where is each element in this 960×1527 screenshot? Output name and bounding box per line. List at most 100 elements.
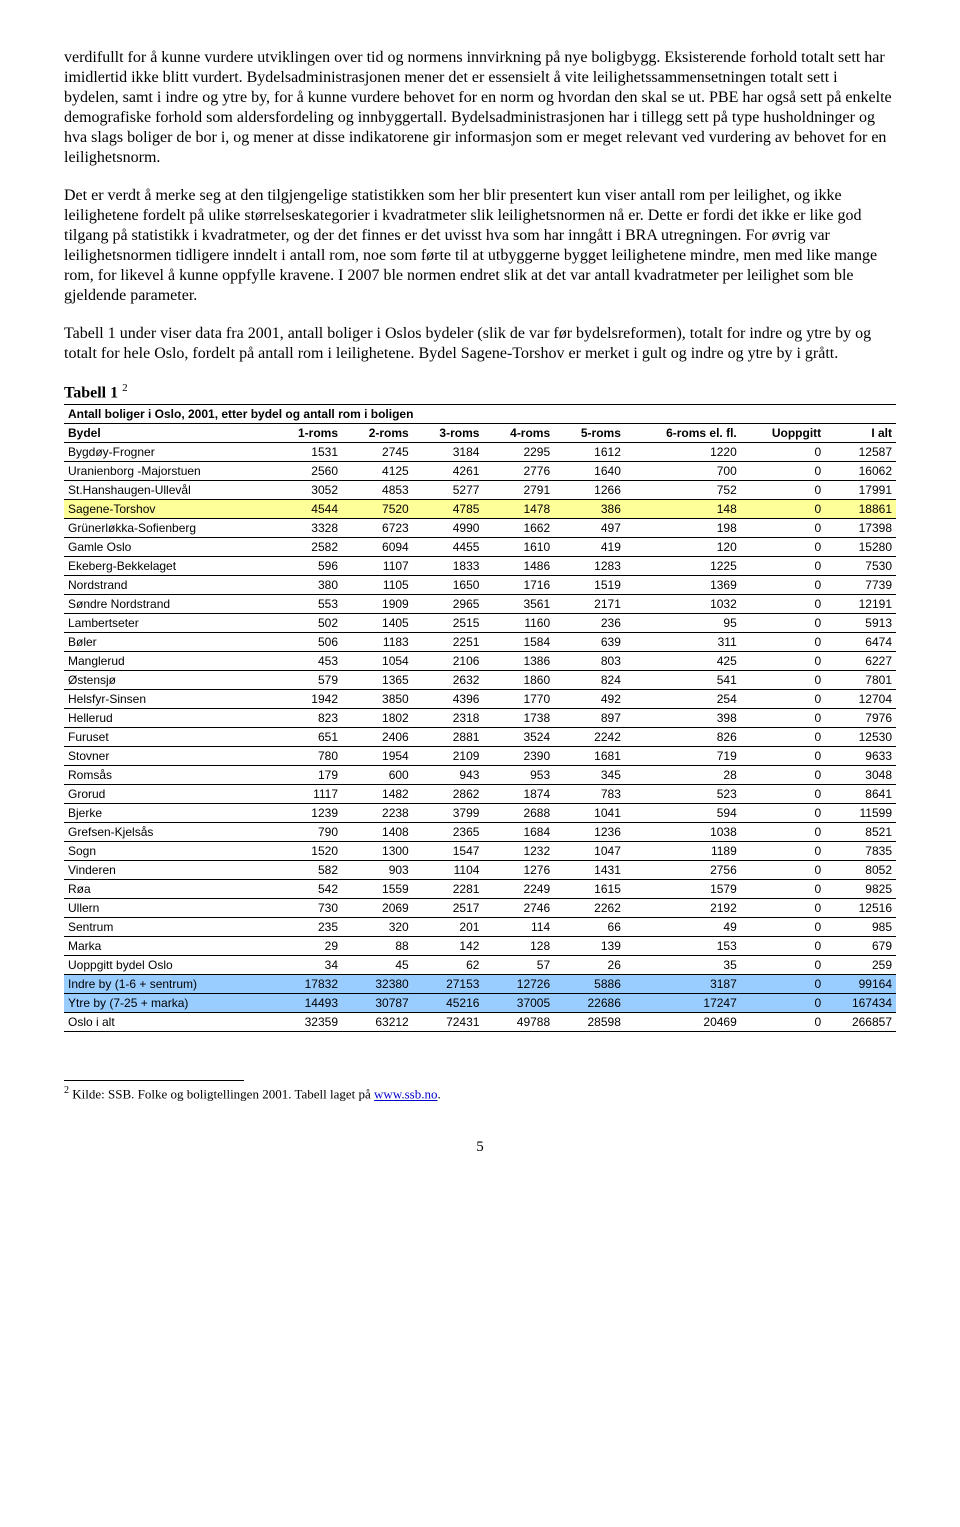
table-header-cell: Bydel <box>64 424 271 443</box>
table-cell: 139 <box>554 937 625 956</box>
table-cell: 1276 <box>483 861 554 880</box>
table-cell: 2390 <box>483 747 554 766</box>
table-cell: 943 <box>413 766 484 785</box>
table-row: Ytre by (7-25 + marka)144933078745216370… <box>64 994 896 1013</box>
table-cell: 0 <box>741 500 825 519</box>
table-cell: 1160 <box>483 614 554 633</box>
table-cell: Marka <box>64 937 271 956</box>
table-cell: 0 <box>741 728 825 747</box>
table-cell: 259 <box>825 956 896 975</box>
table-cell: 201 <box>413 918 484 937</box>
table-cell: 1584 <box>483 633 554 652</box>
table-cell: 2251 <box>413 633 484 652</box>
table-cell: 3799 <box>413 804 484 823</box>
table-row: Søndre Nordstrand55319092965356121711032… <box>64 595 896 614</box>
table-label: Tabell 1 <box>64 384 118 401</box>
table-cell: 32380 <box>342 975 413 994</box>
table-cell: 2192 <box>625 899 741 918</box>
table-cell: 12704 <box>825 690 896 709</box>
table-cell: 541 <box>625 671 741 690</box>
table-cell: 453 <box>271 652 342 671</box>
table-cell: 2318 <box>413 709 484 728</box>
footnote-text-after: . <box>438 1087 441 1102</box>
table-cell: 0 <box>741 538 825 557</box>
table-cell: 1107 <box>342 557 413 576</box>
table-cell: 153 <box>625 937 741 956</box>
body-paragraph-1: verdifullt for å kunne vurdere utvikling… <box>64 48 896 168</box>
table-cell: 1283 <box>554 557 625 576</box>
table-row: Furuset6512406288135242242826012530 <box>64 728 896 747</box>
table-cell: 502 <box>271 614 342 633</box>
table-cell: Østensjø <box>64 671 271 690</box>
table-cell: 1716 <box>483 576 554 595</box>
table-cell: 0 <box>741 823 825 842</box>
table-cell: 1802 <box>342 709 413 728</box>
table-cell: Oslo i alt <box>64 1013 271 1032</box>
table-cell: 1650 <box>413 576 484 595</box>
table-cell: 4455 <box>413 538 484 557</box>
table-cell: 167434 <box>825 994 896 1013</box>
footnote-link[interactable]: www.ssb.no <box>374 1087 437 1102</box>
table-cell: Ullern <box>64 899 271 918</box>
table-cell: 28 <box>625 766 741 785</box>
table-cell: Romsås <box>64 766 271 785</box>
table-cell: 12530 <box>825 728 896 747</box>
table-cell: 752 <box>625 481 741 500</box>
table-cell: 2249 <box>483 880 554 899</box>
table-cell: 63212 <box>342 1013 413 1032</box>
table-cell: Grorud <box>64 785 271 804</box>
table-cell: 1225 <box>625 557 741 576</box>
table-label-wrap: Tabell 1 2 <box>64 382 896 402</box>
table-header-cell: 6-roms el. fl. <box>625 424 741 443</box>
table-cell: 7739 <box>825 576 896 595</box>
table-cell: 1942 <box>271 690 342 709</box>
table-cell: 2106 <box>413 652 484 671</box>
table-row: Østensjø57913652632186082454107801 <box>64 671 896 690</box>
table-cell: St.Hanshaugen-Ullevål <box>64 481 271 500</box>
table-cell: 1266 <box>554 481 625 500</box>
table-row: Oslo i alt323596321272431497882859820469… <box>64 1013 896 1032</box>
table-cell: 345 <box>554 766 625 785</box>
table-row: Manglerud45310542106138680342506227 <box>64 652 896 671</box>
table-cell: 1431 <box>554 861 625 880</box>
table-cell: 0 <box>741 443 825 462</box>
table-cell: Grefsen-Kjelsås <box>64 823 271 842</box>
table-cell: 2560 <box>271 462 342 481</box>
table-cell: 32359 <box>271 1013 342 1032</box>
table-cell: Søndre Nordstrand <box>64 595 271 614</box>
table-cell: 0 <box>741 975 825 994</box>
table-cell: 95 <box>625 614 741 633</box>
table-cell: 3048 <box>825 766 896 785</box>
table-cell: 4990 <box>413 519 484 538</box>
table-footnote-ref: 2 <box>122 382 128 394</box>
table-row: Marka29881421281391530679 <box>64 937 896 956</box>
table-cell: 14493 <box>271 994 342 1013</box>
table-cell: 0 <box>741 709 825 728</box>
table-cell: 2365 <box>413 823 484 842</box>
table-cell: 0 <box>741 557 825 576</box>
table-cell: 803 <box>554 652 625 671</box>
table-cell: 1047 <box>554 842 625 861</box>
table-cell: 12587 <box>825 443 896 462</box>
table-cell: 1041 <box>554 804 625 823</box>
table-cell: 0 <box>741 481 825 500</box>
table-cell: 17991 <box>825 481 896 500</box>
table-cell: 1236 <box>554 823 625 842</box>
table-cell: 0 <box>741 880 825 899</box>
table-cell: 5913 <box>825 614 896 633</box>
table-cell: Røa <box>64 880 271 899</box>
table-cell: 1612 <box>554 443 625 462</box>
table-cell: 3524 <box>483 728 554 747</box>
table-cell: 700 <box>625 462 741 481</box>
table-cell: 0 <box>741 462 825 481</box>
table-cell: 9633 <box>825 747 896 766</box>
table-cell: 1531 <box>271 443 342 462</box>
table-cell: Helsfyr-Sinsen <box>64 690 271 709</box>
table-cell: Bygdøy-Frogner <box>64 443 271 462</box>
table-cell: 5886 <box>554 975 625 994</box>
table-cell: 2406 <box>342 728 413 747</box>
table-cell: 1486 <box>483 557 554 576</box>
table-cell: 20469 <box>625 1013 741 1032</box>
table-cell: 1300 <box>342 842 413 861</box>
table-header-cell: 4-roms <box>483 424 554 443</box>
